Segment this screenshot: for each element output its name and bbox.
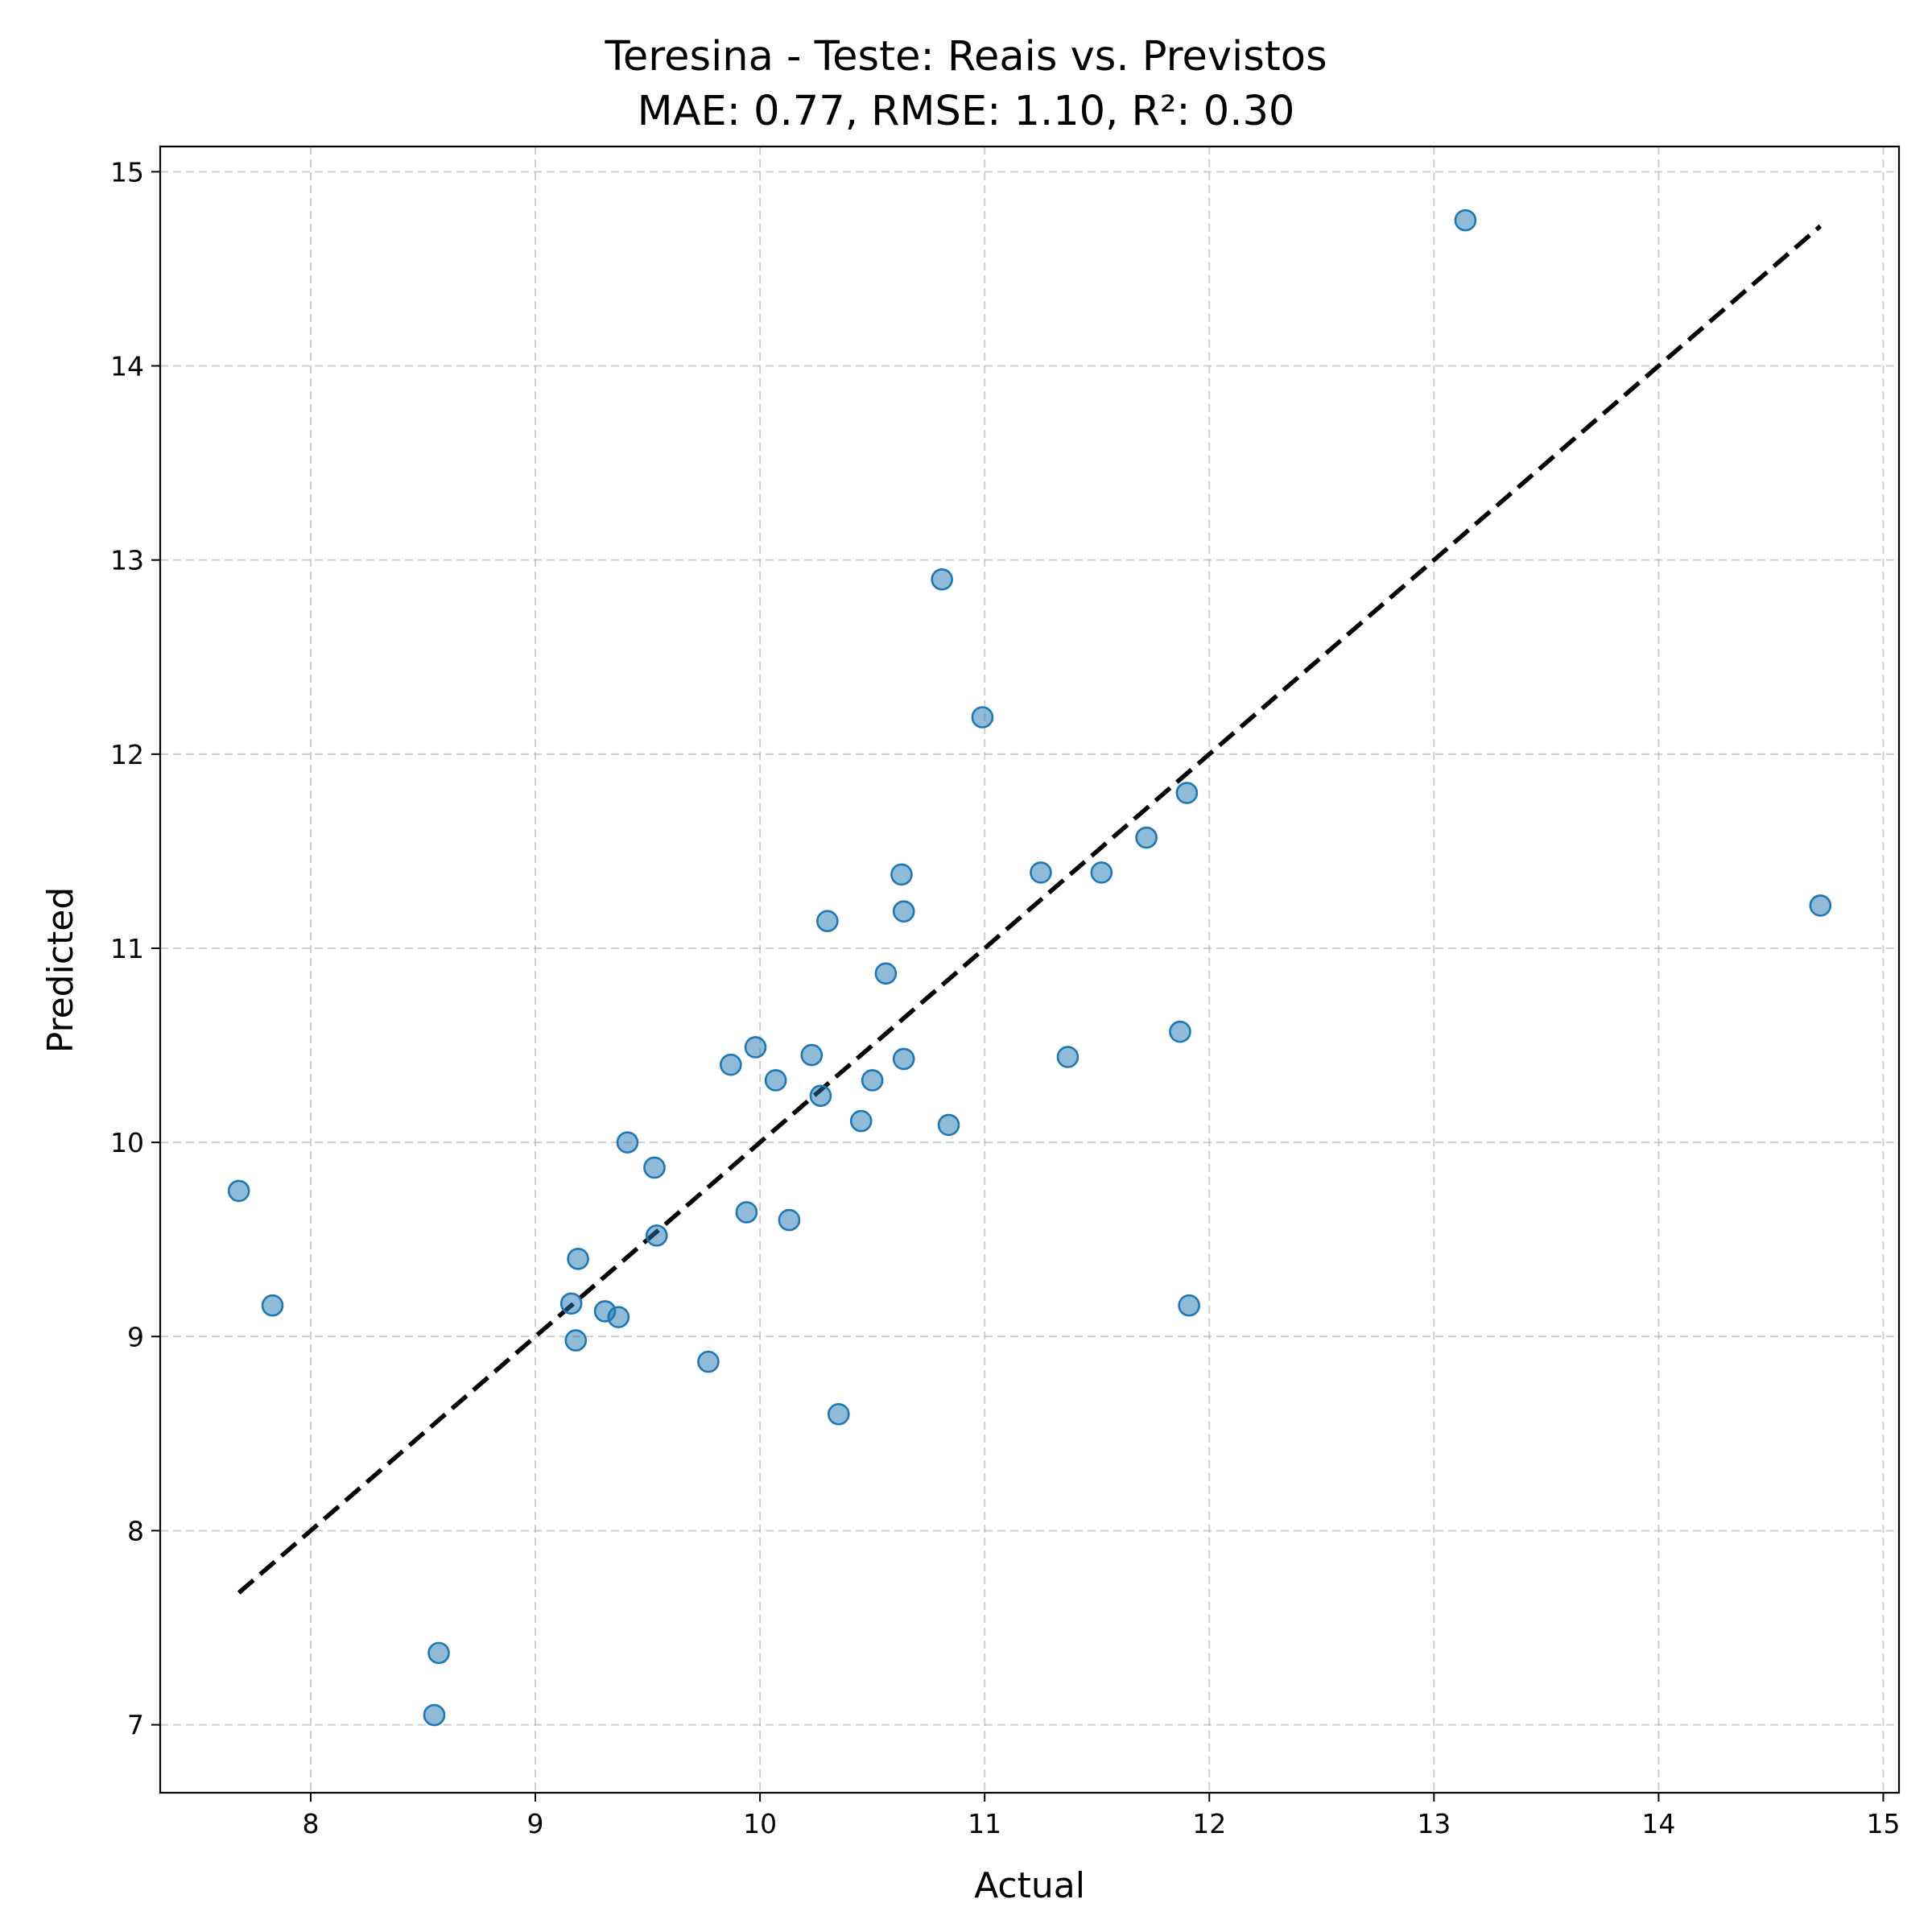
scatter-point <box>816 910 839 933</box>
scatter-point <box>778 1208 801 1232</box>
grid <box>160 147 1899 1793</box>
scatter-point <box>564 1329 588 1352</box>
scatter-point <box>261 1294 284 1317</box>
scatter-point <box>559 1292 583 1315</box>
scatter-point <box>764 1069 787 1092</box>
y-tick-label: 15 <box>110 156 144 188</box>
points-layer <box>227 208 1832 1727</box>
scatter-point <box>1056 1046 1080 1068</box>
scatter-point <box>744 1036 767 1059</box>
scatter-point <box>1809 894 1832 917</box>
scatter-point <box>643 1156 666 1179</box>
scatter-point <box>931 568 953 591</box>
scatter-point <box>971 706 994 729</box>
plot-frame <box>159 145 1901 1794</box>
x-tick-label: 14 <box>1641 1808 1675 1839</box>
axis-ticks: 8 9 10 11 12 13 14 15 7 8 9 10 11 12 13 14 15 <box>110 156 1900 1839</box>
x-tick-label: 8 <box>302 1808 319 1839</box>
y-axis-label: Predicted <box>40 887 81 1054</box>
scatter-point <box>849 1109 873 1133</box>
scatter-point <box>890 863 913 886</box>
scatter-point <box>892 900 915 923</box>
scatter-point <box>645 1224 668 1247</box>
y-tick-label: 12 <box>110 739 144 770</box>
scatter-point <box>616 1131 639 1154</box>
x-tick-label: 10 <box>743 1808 777 1839</box>
scatter-point <box>567 1248 589 1270</box>
x-tick-label: 13 <box>1417 1808 1451 1839</box>
x-tick-label: 11 <box>968 1808 1001 1839</box>
reference-line-layer <box>237 224 1823 1595</box>
chart-subtitle: MAE: 0.77, RMSE: 1.10, R²: 0.30 <box>638 88 1295 135</box>
scatter-point <box>1135 826 1158 849</box>
identity-reference-line <box>237 224 1823 1595</box>
scatter-point <box>423 1703 446 1727</box>
scatter-point <box>827 1402 850 1426</box>
scatter-point <box>227 1179 250 1203</box>
scatter-point <box>800 1043 824 1067</box>
y-tick-label: 9 <box>127 1321 144 1352</box>
y-tick-label: 8 <box>127 1515 144 1546</box>
scatter-point <box>1169 1020 1191 1043</box>
scatter-point <box>1175 782 1199 804</box>
x-tick-label: 15 <box>1866 1808 1900 1839</box>
scatter-point <box>861 1069 884 1092</box>
x-tick-label: 12 <box>1192 1808 1226 1839</box>
y-tick-label: 13 <box>110 545 144 576</box>
chart-title: Teresina - Teste: Reais vs. Previstos <box>604 33 1327 80</box>
scatter-point <box>720 1053 742 1076</box>
scatter-point <box>937 1113 960 1137</box>
x-axis-label: Actual <box>974 1865 1085 1906</box>
scatter-point <box>1030 861 1052 884</box>
scatter-point <box>607 1306 630 1328</box>
scatter-point <box>892 1047 915 1071</box>
scatter-point <box>874 962 898 985</box>
y-tick-label: 14 <box>110 351 144 382</box>
scatter-point <box>1454 208 1477 232</box>
x-tick-label: 9 <box>527 1808 544 1839</box>
y-tick-label: 10 <box>110 1127 144 1158</box>
scatter-point <box>735 1201 758 1224</box>
y-tick-label: 11 <box>110 933 144 964</box>
scatter-point <box>1090 861 1113 884</box>
scatter-point <box>697 1350 720 1373</box>
scatter-point <box>809 1084 832 1108</box>
scatter-point <box>427 1641 450 1665</box>
scatter-point <box>1178 1294 1200 1317</box>
y-tick-label: 7 <box>127 1710 144 1741</box>
